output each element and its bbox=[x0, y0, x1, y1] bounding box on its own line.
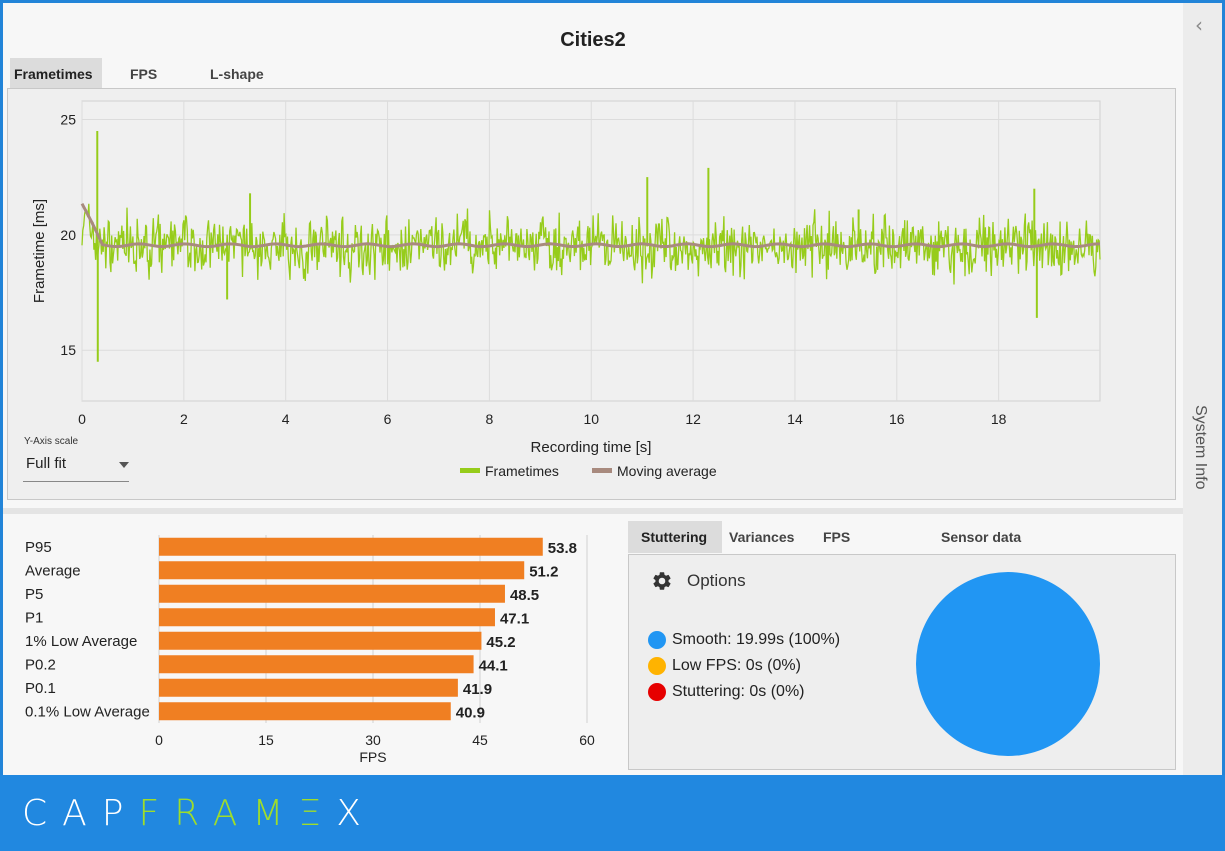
main-panel: Cities2 Frametimes FPS L-shape 0 2 4 6 8 10 12… bbox=[3, 3, 1183, 775]
x-tick-label: 2 bbox=[180, 411, 188, 427]
legend-label: Moving average bbox=[617, 463, 717, 479]
chevron-down-icon bbox=[119, 462, 129, 468]
sidebar-label-wrap: System Info bbox=[1191, 405, 1211, 505]
logo-part-cap: CAP bbox=[22, 793, 139, 834]
stat-bar bbox=[159, 631, 482, 650]
bar-x-tick-label: 30 bbox=[365, 732, 381, 748]
bar-value-label: 44.1 bbox=[479, 657, 508, 674]
bar-category-label: P95 bbox=[25, 539, 52, 556]
legend-swatch bbox=[460, 468, 480, 473]
stat-bar bbox=[159, 561, 525, 580]
x-axis-label: Recording time [s] bbox=[531, 439, 652, 456]
bar-category-label: 0.1% Low Average bbox=[25, 703, 150, 720]
bar-x-tick-label: 15 bbox=[258, 732, 274, 748]
bar-x-tick-label: 45 bbox=[472, 732, 488, 748]
y-tick-label: 20 bbox=[60, 227, 76, 243]
tab-sensor-data[interactable]: Sensor data bbox=[941, 529, 1022, 545]
x-tick-label: 8 bbox=[486, 411, 494, 427]
bar-x-tick-label: 60 bbox=[579, 732, 595, 748]
x-tick-label: 0 bbox=[78, 411, 86, 427]
x-tick-label: 6 bbox=[384, 411, 392, 427]
tab-frametimes[interactable]: Frametimes bbox=[10, 58, 102, 90]
stat-bar bbox=[159, 678, 458, 697]
y-axis-scale-value: Full fit bbox=[26, 455, 67, 472]
bar-x-tick-label: 0 bbox=[155, 732, 163, 748]
bar-value-label: 51.2 bbox=[529, 563, 558, 580]
logo-part-fram: FRAM bbox=[138, 793, 299, 834]
low-fps-color-dot bbox=[648, 657, 666, 675]
options-label: Options bbox=[687, 571, 746, 590]
smooth-color-dot bbox=[648, 631, 666, 649]
bar-category-label: P5 bbox=[25, 586, 43, 603]
bar-value-label: 40.9 bbox=[456, 704, 485, 721]
legend-smooth: Smooth: 19.99s (100%) bbox=[648, 627, 840, 653]
legend-low-fps: Low FPS: 0s (0%) bbox=[648, 653, 840, 679]
logo-part-e: Ξ bbox=[298, 793, 337, 834]
capframex-logo: CAPFRAMΞX bbox=[22, 793, 376, 834]
options-button[interactable]: Options bbox=[651, 569, 746, 593]
bar-category-label: Average bbox=[25, 562, 81, 579]
stat-bar bbox=[159, 608, 495, 627]
legend-label: Frametimes bbox=[485, 463, 559, 479]
chevron-left-icon[interactable]: ‹ bbox=[1195, 13, 1203, 37]
y-axis-scale-select[interactable]: Full fit bbox=[23, 451, 129, 482]
legend-swatch bbox=[592, 468, 612, 473]
y-axis-scale-caption: Y-Axis scale bbox=[24, 436, 79, 447]
bar-value-label: 53.8 bbox=[548, 540, 577, 557]
stat-bar bbox=[159, 584, 505, 603]
frametime-chart: 0 2 4 6 8 10 12 14 16 18 15 20 25 Recording time [s] F… bbox=[31, 100, 1101, 479]
bar-value-label: 48.5 bbox=[510, 587, 539, 604]
stuttering-panel: Options Smooth: 19.99s (100%) Low FPS: 0… bbox=[628, 554, 1176, 770]
stuttering-color-dot bbox=[648, 683, 666, 701]
stats-bar-chart: 0 15 30 45 60 FPS P95 53.8 Average 51.2 P5 48.5 P1 47… bbox=[25, 535, 595, 765]
stuttering-label: Stuttering: 0s (0%) bbox=[672, 683, 805, 700]
x-tick-label: 18 bbox=[991, 411, 1007, 427]
sidebar-label: System Info bbox=[1192, 405, 1209, 490]
bar-category-label: P0.1 bbox=[25, 680, 56, 697]
gear-icon bbox=[653, 572, 671, 590]
x-tick-label: 14 bbox=[787, 411, 803, 427]
y-axis-label: Frametime [ms] bbox=[31, 199, 48, 303]
stat-bar bbox=[159, 655, 474, 674]
bar-value-label: 47.1 bbox=[500, 610, 529, 627]
x-tick-label: 10 bbox=[583, 411, 599, 427]
page-title: Cities2 bbox=[560, 29, 626, 51]
section-divider bbox=[3, 508, 1183, 514]
moving-average-series-line bbox=[80, 202, 1101, 249]
stuttering-legend: Smooth: 19.99s (100%) Low FPS: 0s (0%) S… bbox=[648, 627, 840, 705]
bar-value-label: 41.9 bbox=[463, 681, 492, 698]
stuttering-pie-chart bbox=[916, 572, 1100, 756]
frametimes-series-line bbox=[81, 203, 1101, 285]
low-fps-label: Low FPS: 0s (0%) bbox=[672, 657, 801, 674]
y-tick-label: 25 bbox=[60, 111, 76, 127]
footer-bar: CAPFRAMΞX bbox=[0, 775, 1225, 851]
x-tick-label: 12 bbox=[685, 411, 701, 427]
bar-x-axis-label: FPS bbox=[359, 749, 386, 765]
x-tick-label: 4 bbox=[282, 411, 290, 427]
x-tick-label: 16 bbox=[889, 411, 905, 427]
tab-fps-thresholds[interactable]: FPS thresholds bbox=[823, 529, 895, 577]
smooth-label: Smooth: 19.99s (100%) bbox=[672, 631, 841, 648]
tab-stuttering[interactable]: Stuttering bbox=[628, 521, 722, 553]
bar-category-label: P1 bbox=[25, 609, 43, 626]
tab-l-shape[interactable]: L-shape bbox=[210, 66, 264, 82]
frametime-chart-panel: 0 2 4 6 8 10 12 14 16 18 15 20 25 Recording time [s] F… bbox=[7, 88, 1176, 500]
logo-part-x: X bbox=[336, 793, 376, 834]
chart-tabs: Frametimes FPS L-shape bbox=[10, 58, 292, 90]
stat-bar bbox=[159, 702, 451, 721]
legend-stuttering: Stuttering: 0s (0%) bbox=[648, 679, 840, 705]
bar-category-label: 1% Low Average bbox=[25, 633, 137, 650]
system-info-sidebar[interactable]: ‹ System Info bbox=[1183, 3, 1222, 775]
y-tick-label: 15 bbox=[60, 342, 76, 358]
bar-value-label: 45.2 bbox=[486, 634, 515, 651]
stat-bar bbox=[159, 537, 543, 556]
tab-variances[interactable]: Variances bbox=[729, 529, 795, 545]
analysis-tabs: Stuttering Variances FPS thresholds Sens… bbox=[628, 521, 1034, 577]
bar-category-label: P0.2 bbox=[25, 656, 56, 673]
tab-fps[interactable]: FPS bbox=[130, 66, 158, 82]
